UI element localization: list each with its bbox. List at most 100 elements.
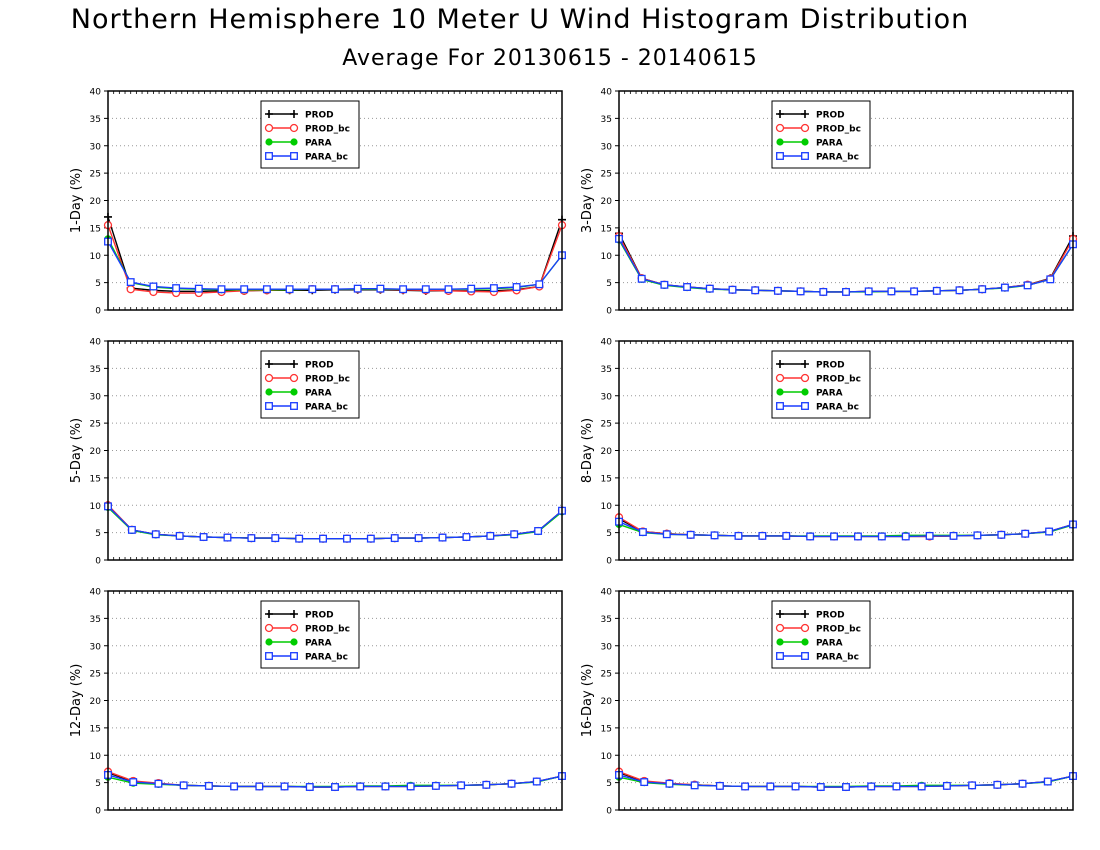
y-tick-label: 15 [601, 474, 612, 484]
legend-marker [264, 373, 274, 383]
data-point [457, 781, 466, 790]
data-point [683, 283, 692, 291]
data-point [791, 782, 800, 791]
data-point [399, 285, 408, 294]
data-point [532, 777, 541, 786]
data-point [864, 287, 873, 296]
data-point [715, 781, 724, 790]
data-point [1046, 275, 1055, 284]
data-point [331, 285, 339, 294]
data-point [535, 280, 544, 289]
legend: PROD PROD_bc PARA PARA_bc [771, 600, 871, 669]
legend-marker [290, 360, 298, 368]
legend-marker [775, 623, 785, 633]
legend-marker [265, 138, 273, 146]
data-point [319, 534, 328, 543]
data-point [149, 282, 158, 291]
data-point [710, 531, 719, 540]
data-point [305, 783, 314, 791]
data-point [223, 533, 232, 542]
y-tick-label: 0 [606, 557, 612, 567]
legend-label: PARA_bc [816, 403, 859, 413]
legend-marker [776, 388, 784, 396]
data-point [204, 781, 213, 790]
panel-2: 0 5 10 15 20 25 30 35 40 3-Day (%) PROD PROD_bc PARA… [580, 88, 1078, 317]
data-point [462, 533, 471, 541]
data-point [127, 525, 136, 534]
legend-item: PARA_bc [776, 652, 859, 663]
data-point [734, 531, 743, 540]
y-tick-label: 30 [601, 642, 613, 652]
y-axis-label: 3-Day (%) [580, 168, 595, 233]
legend-marker [289, 123, 299, 133]
legend-label: PROD [305, 361, 334, 371]
data-point [993, 780, 1002, 789]
y-tick-label: 10 [601, 502, 613, 512]
y-tick-label: 0 [606, 807, 612, 817]
legend-marker [265, 152, 273, 160]
legend: PROD PROD_bc PARA PARA_bc [260, 100, 360, 169]
legend-marker [776, 110, 784, 118]
legend-item: PARA [776, 638, 843, 649]
legend-label: PARA_bc [816, 153, 859, 163]
data-point [949, 531, 958, 540]
data-point [1000, 283, 1009, 292]
legend-box [260, 100, 360, 169]
data-point [247, 534, 256, 543]
legend-marker [801, 360, 809, 368]
data-point [690, 781, 699, 790]
data-point [271, 534, 280, 543]
data-point [773, 286, 782, 295]
y-tick-label: 40 [90, 338, 102, 348]
y-tick-label: 20 [90, 197, 102, 207]
data-point [179, 781, 188, 790]
legend-label: PARA [305, 139, 332, 149]
legend-marker [801, 610, 809, 618]
legend-marker [290, 110, 298, 118]
legend-item: PARA_bc [776, 402, 859, 413]
legend-marker [290, 652, 298, 660]
data-point [741, 782, 750, 791]
y-tick-label: 15 [601, 224, 612, 234]
legend-item: PROD_bc [264, 123, 350, 135]
y-axis-label: 1-Day (%) [69, 168, 84, 233]
plot-frame [107, 90, 563, 311]
data-point [381, 782, 390, 791]
legend-marker [800, 623, 810, 633]
plot-frame [618, 90, 1074, 311]
y-tick-label: 20 [601, 697, 613, 707]
legend-item: PROD [265, 610, 334, 621]
legend-marker [801, 402, 809, 410]
plot-frame [107, 590, 563, 811]
panel-6: 0 5 10 15 20 25 30 35 40 16-Day (%) PROD PROD_bc PAR… [580, 588, 1078, 817]
data-point [467, 284, 476, 293]
series-line [618, 521, 1074, 538]
data-point [1023, 281, 1032, 290]
y-tick-label: 5 [95, 529, 101, 539]
y-tick-label: 25 [90, 170, 101, 180]
legend-marker [776, 138, 784, 146]
y-axis-label: 16-Day (%) [580, 664, 595, 738]
legend-marker [801, 138, 809, 146]
y-tick-label: 40 [601, 588, 613, 598]
legend-label: PARA_bc [816, 653, 859, 663]
legend-marker [801, 388, 809, 396]
y-tick-label: 30 [601, 142, 613, 152]
legend-marker [265, 610, 273, 618]
legend-label: PARA [816, 639, 843, 649]
y-tick-label: 5 [95, 279, 101, 289]
legend-marker [264, 123, 274, 133]
legend-marker [776, 652, 784, 660]
legend-label: PROD [816, 611, 845, 621]
data-point [853, 532, 862, 541]
data-point [414, 534, 423, 543]
legend-item: PROD [265, 360, 334, 371]
y-axis-label: 12-Day (%) [69, 664, 84, 738]
y-tick-label: 20 [90, 697, 102, 707]
data-point [194, 284, 203, 293]
figure-title: Northern Hemisphere 10 Meter U Wind Hist… [70, 4, 970, 35]
legend-marker [776, 638, 784, 646]
data-point [217, 285, 226, 294]
legend-marker [801, 110, 809, 118]
